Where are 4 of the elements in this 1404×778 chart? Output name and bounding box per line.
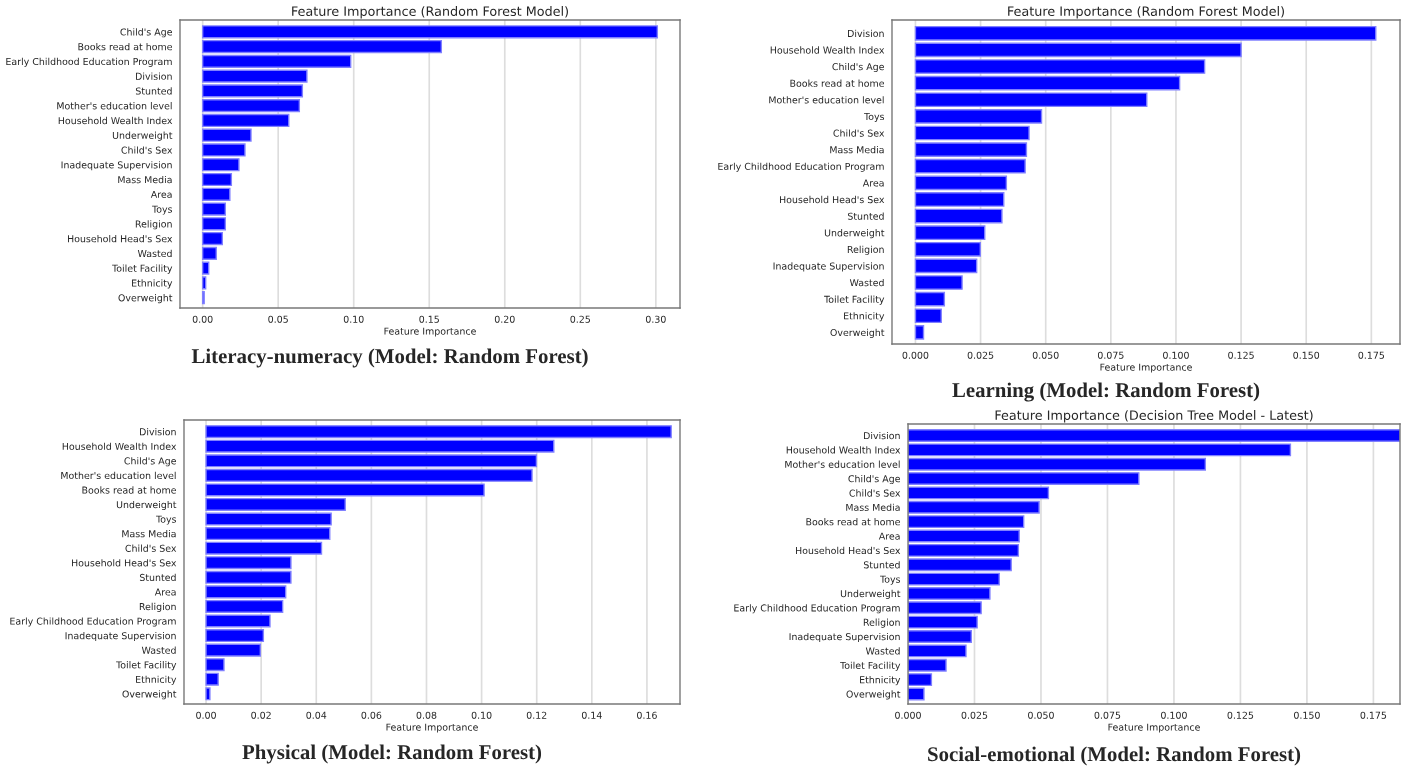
text: Social-emotional (Model: Random Forest) <box>928 746 1301 766</box>
text: Learning (Model: Random Forest) <box>952 382 1260 402</box>
text: Physical (Model: Random Forest) <box>242 744 542 764</box>
text: Literacy-numeracy (Model: Random Forest) <box>191 348 588 368</box>
